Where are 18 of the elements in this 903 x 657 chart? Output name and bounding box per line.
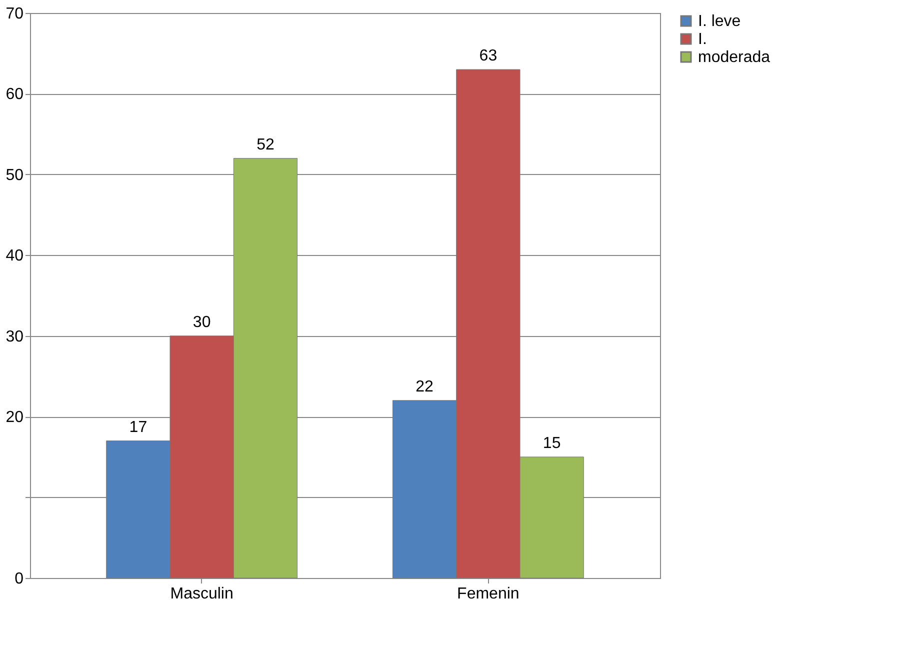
y-tick-label: 70 (6, 6, 24, 22)
y-tick-label: 0 (14, 570, 24, 588)
x-tick-label: Masculin (170, 586, 234, 602)
legend-label: moderada (698, 49, 770, 66)
data-label: 63 (479, 48, 498, 64)
legend-label: I. (698, 31, 707, 48)
y-tick-label: 40 (6, 248, 24, 265)
x-tick-label: Femenin (457, 586, 520, 602)
data-label: 17 (129, 418, 148, 436)
y-tick-label: 60 (6, 86, 24, 104)
y-tick-label: 20 (6, 409, 24, 426)
y-tick-label: 30 (6, 328, 24, 346)
y-tick-label: 50 (6, 166, 24, 184)
data-label: 30 (192, 314, 211, 331)
data-label: 52 (256, 136, 274, 154)
legend-label: I. leve (698, 13, 741, 30)
data-label: 22 (416, 378, 434, 396)
data-label: 15 (542, 434, 561, 452)
